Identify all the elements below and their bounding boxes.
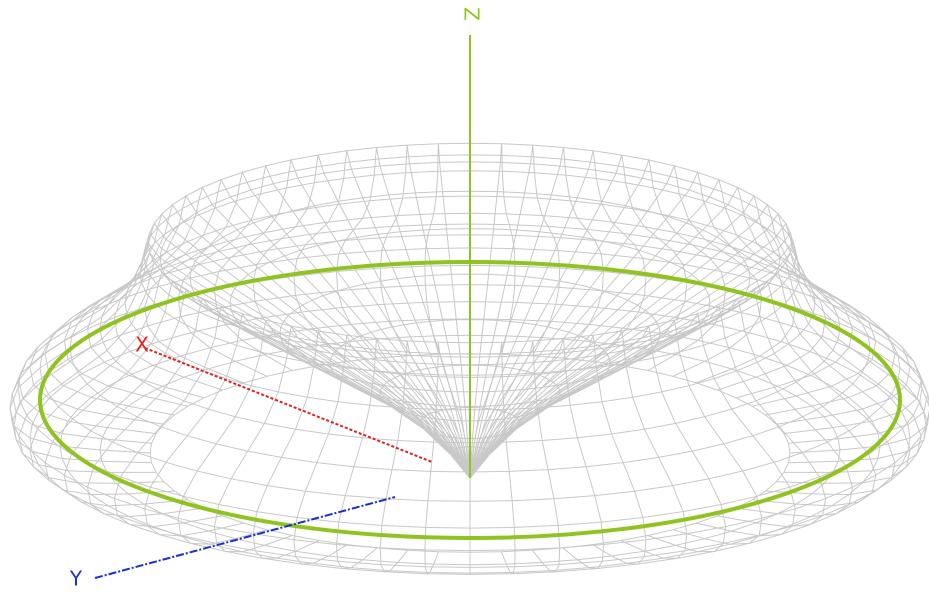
mesh-meridian (469, 329, 688, 559)
mesh-meridian (44, 203, 471, 479)
mesh-meridian (469, 186, 854, 479)
y-axis (94, 496, 396, 579)
mesh-meridian (469, 212, 911, 479)
mesh-meridian (469, 154, 688, 479)
mesh-meridian (469, 164, 763, 479)
mesh-meridian (18, 222, 471, 479)
mesh-meridian (335, 338, 471, 570)
mesh-meridian (252, 154, 471, 479)
mesh-meridian (424, 342, 471, 575)
mesh-meridian (113, 178, 471, 479)
mesh-meridian (293, 150, 471, 479)
mesh-meridian (469, 340, 561, 573)
mesh-meridian (469, 170, 796, 479)
mesh-meridian (469, 147, 605, 479)
mesh-meridian (44, 280, 471, 496)
mesh-meridian (469, 305, 827, 528)
mesh-meridian (469, 145, 561, 479)
mesh-meridian (144, 170, 471, 479)
mesh-meridian (469, 222, 922, 479)
x-axis-label: X (135, 333, 149, 357)
mesh-meridian (469, 203, 896, 479)
mesh-meridian (63, 289, 471, 507)
mesh-meridian (379, 145, 471, 479)
mesh-meridian (469, 158, 727, 479)
mesh-meridian (469, 194, 877, 479)
mesh-meridian (86, 186, 471, 479)
y-axis-label: Y (69, 567, 83, 591)
mesh-meridian (469, 324, 727, 553)
mesh-meridian (469, 338, 605, 570)
mesh-meridian (424, 143, 471, 479)
mesh-meridian (213, 158, 471, 479)
mesh-meridian (379, 340, 471, 573)
mesh-meridian (469, 270, 911, 484)
mesh-meridian (469, 232, 929, 479)
mesh-meridian (469, 280, 896, 496)
mesh-meridian (29, 270, 471, 484)
x-axis (144, 347, 433, 463)
mesh-meridian (213, 324, 471, 553)
mesh-meridian (469, 312, 796, 537)
mesh-meridian (11, 251, 471, 479)
mesh-meridian (18, 261, 471, 479)
mesh-meridian (29, 212, 471, 479)
mesh-meridian (177, 164, 471, 479)
mesh-meridian (469, 143, 516, 479)
mesh-meridian (469, 178, 827, 479)
mesh-meridian (63, 194, 471, 479)
z-axis-label: Z (460, 7, 484, 21)
mesh-meridian (469, 261, 922, 479)
mesh-meridian (469, 342, 516, 575)
mesh-meridian (469, 297, 854, 518)
